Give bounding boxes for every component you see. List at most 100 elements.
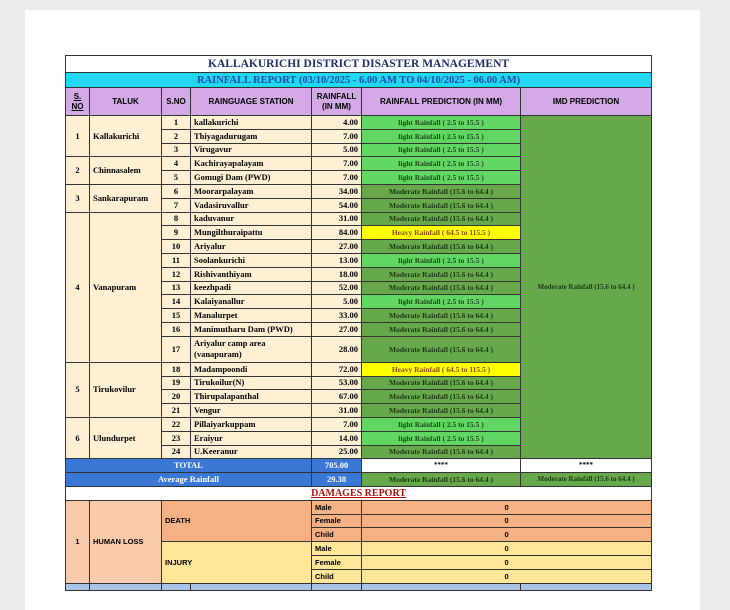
col-sno: S. NO — [65, 87, 90, 116]
station-row: 10 Ariyalur 27.00 Moderate Rainfall (15.6 t… — [66, 239, 652, 254]
rainfall-value: 27.00 — [311, 239, 362, 254]
cell — [65, 582, 90, 591]
rainfall-value: 33.00 — [311, 308, 362, 323]
rainfall-prediction: light Rainfall ( 2.5 to 15.5 ) — [361, 294, 521, 310]
station-number: 7 — [161, 197, 191, 213]
cell — [361, 582, 521, 591]
rainfall-value: 7.00 — [311, 156, 362, 172]
station-row: 17 Ariyalur camp area (vanapuram) 28.00 Mod… — [66, 335, 652, 363]
station-row: 1 Kallakurichi 1 kallakurichi 4.00 light Rain… — [65, 114, 653, 460]
station-name: Kachirayapalayam — [190, 156, 312, 172]
station-row: 13 keezhpadi 52.00 Moderate Rainfall (15.6 … — [66, 280, 652, 296]
rainfall-value: 27.00 — [311, 321, 362, 337]
rainfall-value: 7.00 — [311, 416, 362, 432]
damage-count: 0 — [360, 541, 653, 556]
average-imd: Moderate Rainfall (15.6 to 64.4 ) — [519, 472, 653, 487]
damage-count: 0 — [360, 499, 653, 515]
station-number: 17 — [161, 335, 191, 363]
station-name: Manimutharu Dam (PWD) — [190, 321, 312, 337]
station-number: 20 — [161, 389, 191, 405]
rainfall-value: 84.00 — [311, 225, 362, 241]
station-number: 11 — [161, 252, 191, 268]
rainfall-prediction: Moderate Rainfall (15.6 to 64.4 ) — [361, 335, 521, 363]
taluk-number: 1 — [65, 114, 90, 158]
rainfall-prediction: Moderate Rainfall (15.6 to 64.4 ) — [361, 197, 521, 213]
damage-group: DEATH — [161, 499, 312, 543]
rainfall-value: 7.00 — [311, 128, 362, 144]
cell — [311, 582, 362, 591]
station-number: 5 — [161, 170, 191, 185]
rainfall-value: 52.00 — [311, 280, 362, 296]
damage-count: 0 — [360, 554, 653, 570]
total-label: TOTAL — [65, 458, 312, 474]
station-name: Virugavur — [190, 142, 312, 158]
station-row: 21 Vengur 31.00 Moderate Rainfall (15.6 to … — [66, 403, 652, 418]
damage-subtype: Male — [311, 541, 362, 556]
station-number: 2 — [161, 128, 191, 144]
station-name: Ariyalur — [190, 239, 312, 254]
damage-row: Female 0 — [66, 513, 653, 529]
cell — [161, 582, 191, 591]
station-number: 4 — [161, 156, 191, 172]
station-name: Moorarpalayam — [190, 183, 312, 199]
station-name: Rishivanthiyam — [190, 266, 312, 282]
rainfall-value: 5.00 — [311, 142, 362, 158]
col-station-no: S.NO — [161, 87, 191, 116]
station-row: 11 Soolankurichi 13.00 light Rainfall ( 2.5… — [66, 252, 652, 268]
station-name: Manalurpet — [190, 308, 312, 323]
station-row: 12 Rishivanthiyam 18.00 Moderate Rainfall (… — [66, 266, 652, 282]
rainfall-report-table: KALLAKURICHI DISTRICT DISASTER MANAGEMEN… — [64, 55, 653, 591]
station-name: Ariyalur camp area (vanapuram) — [190, 335, 312, 363]
rainfall-value: 18.00 — [311, 266, 362, 282]
damages-title: DAMAGES REPORT — [64, 485, 653, 501]
station-row: 23 Eraiyur 14.00 light Rainfall ( 2.5 to 15… — [66, 430, 652, 446]
taluk-number: 4 — [65, 211, 90, 363]
damage-count: 0 — [360, 568, 653, 584]
taluk-name: Chinnasalem — [89, 156, 162, 185]
station-row: 7 Vadasiruvallur 54.00 Moderate Rainfall (1… — [66, 197, 652, 213]
taluk-number: 5 — [65, 361, 90, 418]
damage-group: INJURY — [161, 541, 312, 584]
total-row: TOTAL 705.00 **** **** — [65, 458, 653, 474]
damage-subtype: Female — [311, 554, 362, 570]
average-label: Average Rainfall — [65, 472, 312, 487]
station-name: Vadasiruvallur — [190, 197, 312, 213]
station-number: 15 — [161, 308, 191, 323]
rainfall-value: 54.00 — [311, 197, 362, 213]
rainfall-prediction: Moderate Rainfall (15.6 to 64.4 ) — [361, 308, 521, 323]
station-name: Thirupalapanthal — [190, 389, 312, 405]
damage-row: INJURY Male 0 — [66, 541, 653, 584]
taluk-name: Kallakurichi — [89, 114, 162, 158]
station-number: 19 — [161, 375, 191, 391]
station-name: keezhpadi — [190, 280, 312, 296]
station-name: Thiyagadurugam — [190, 128, 312, 144]
station-name: Madampoondi — [190, 361, 312, 377]
station-number: 14 — [161, 294, 191, 310]
taluk-number: 3 — [65, 183, 90, 213]
station-row: 16 Manimutharu Dam (PWD) 27.00 Moderate Rai… — [66, 321, 652, 337]
total-prediction: **** — [361, 458, 521, 474]
station-row: 20 Thirupalapanthal 67.00 Moderate Rainfall… — [66, 389, 652, 405]
rainfall-prediction: Heavy Rainfall ( 64.5 to 115.5 ) — [361, 361, 521, 377]
station-row: 9 Mungilthuraipattu 84.00 Heavy Rainfall ( … — [66, 225, 652, 241]
station-row: 15 Manalurpet 33.00 Moderate Rainfall (15.6… — [66, 308, 652, 323]
rainfall-prediction: Heavy Rainfall ( 64.5 to 115.5 ) — [361, 225, 521, 241]
taluk-name: Ulundurpet — [89, 416, 162, 460]
rainfall-prediction: Moderate Rainfall (15.6 to 64.4 ) — [361, 375, 521, 391]
rainfall-prediction: light Rainfall ( 2.5 to 15.5 ) — [361, 115, 521, 130]
station-name: Mungilthuraipattu — [190, 225, 312, 241]
station-name: Gomugi Dam (PWD) — [190, 170, 312, 185]
damage-subtype: Child — [311, 568, 362, 584]
station-name: Soolankurichi — [190, 252, 312, 268]
taluk-name: Vanapuram — [89, 211, 162, 363]
station-name: Eraiyur — [190, 430, 312, 446]
next-damage-row — [65, 582, 653, 591]
station-number: 18 — [161, 361, 191, 377]
rainfall-prediction: light Rainfall ( 2.5 to 15.5 ) — [361, 416, 521, 432]
station-number: 9 — [161, 225, 191, 241]
rainfall-value: 34.00 — [311, 183, 362, 199]
station-name: kallakurichi — [190, 115, 312, 130]
header-row: S. NO TALUK S.NO RAINGUAGE STATION RAINF… — [65, 87, 653, 116]
station-number: 21 — [161, 403, 191, 418]
station-number: 8 — [161, 211, 191, 227]
